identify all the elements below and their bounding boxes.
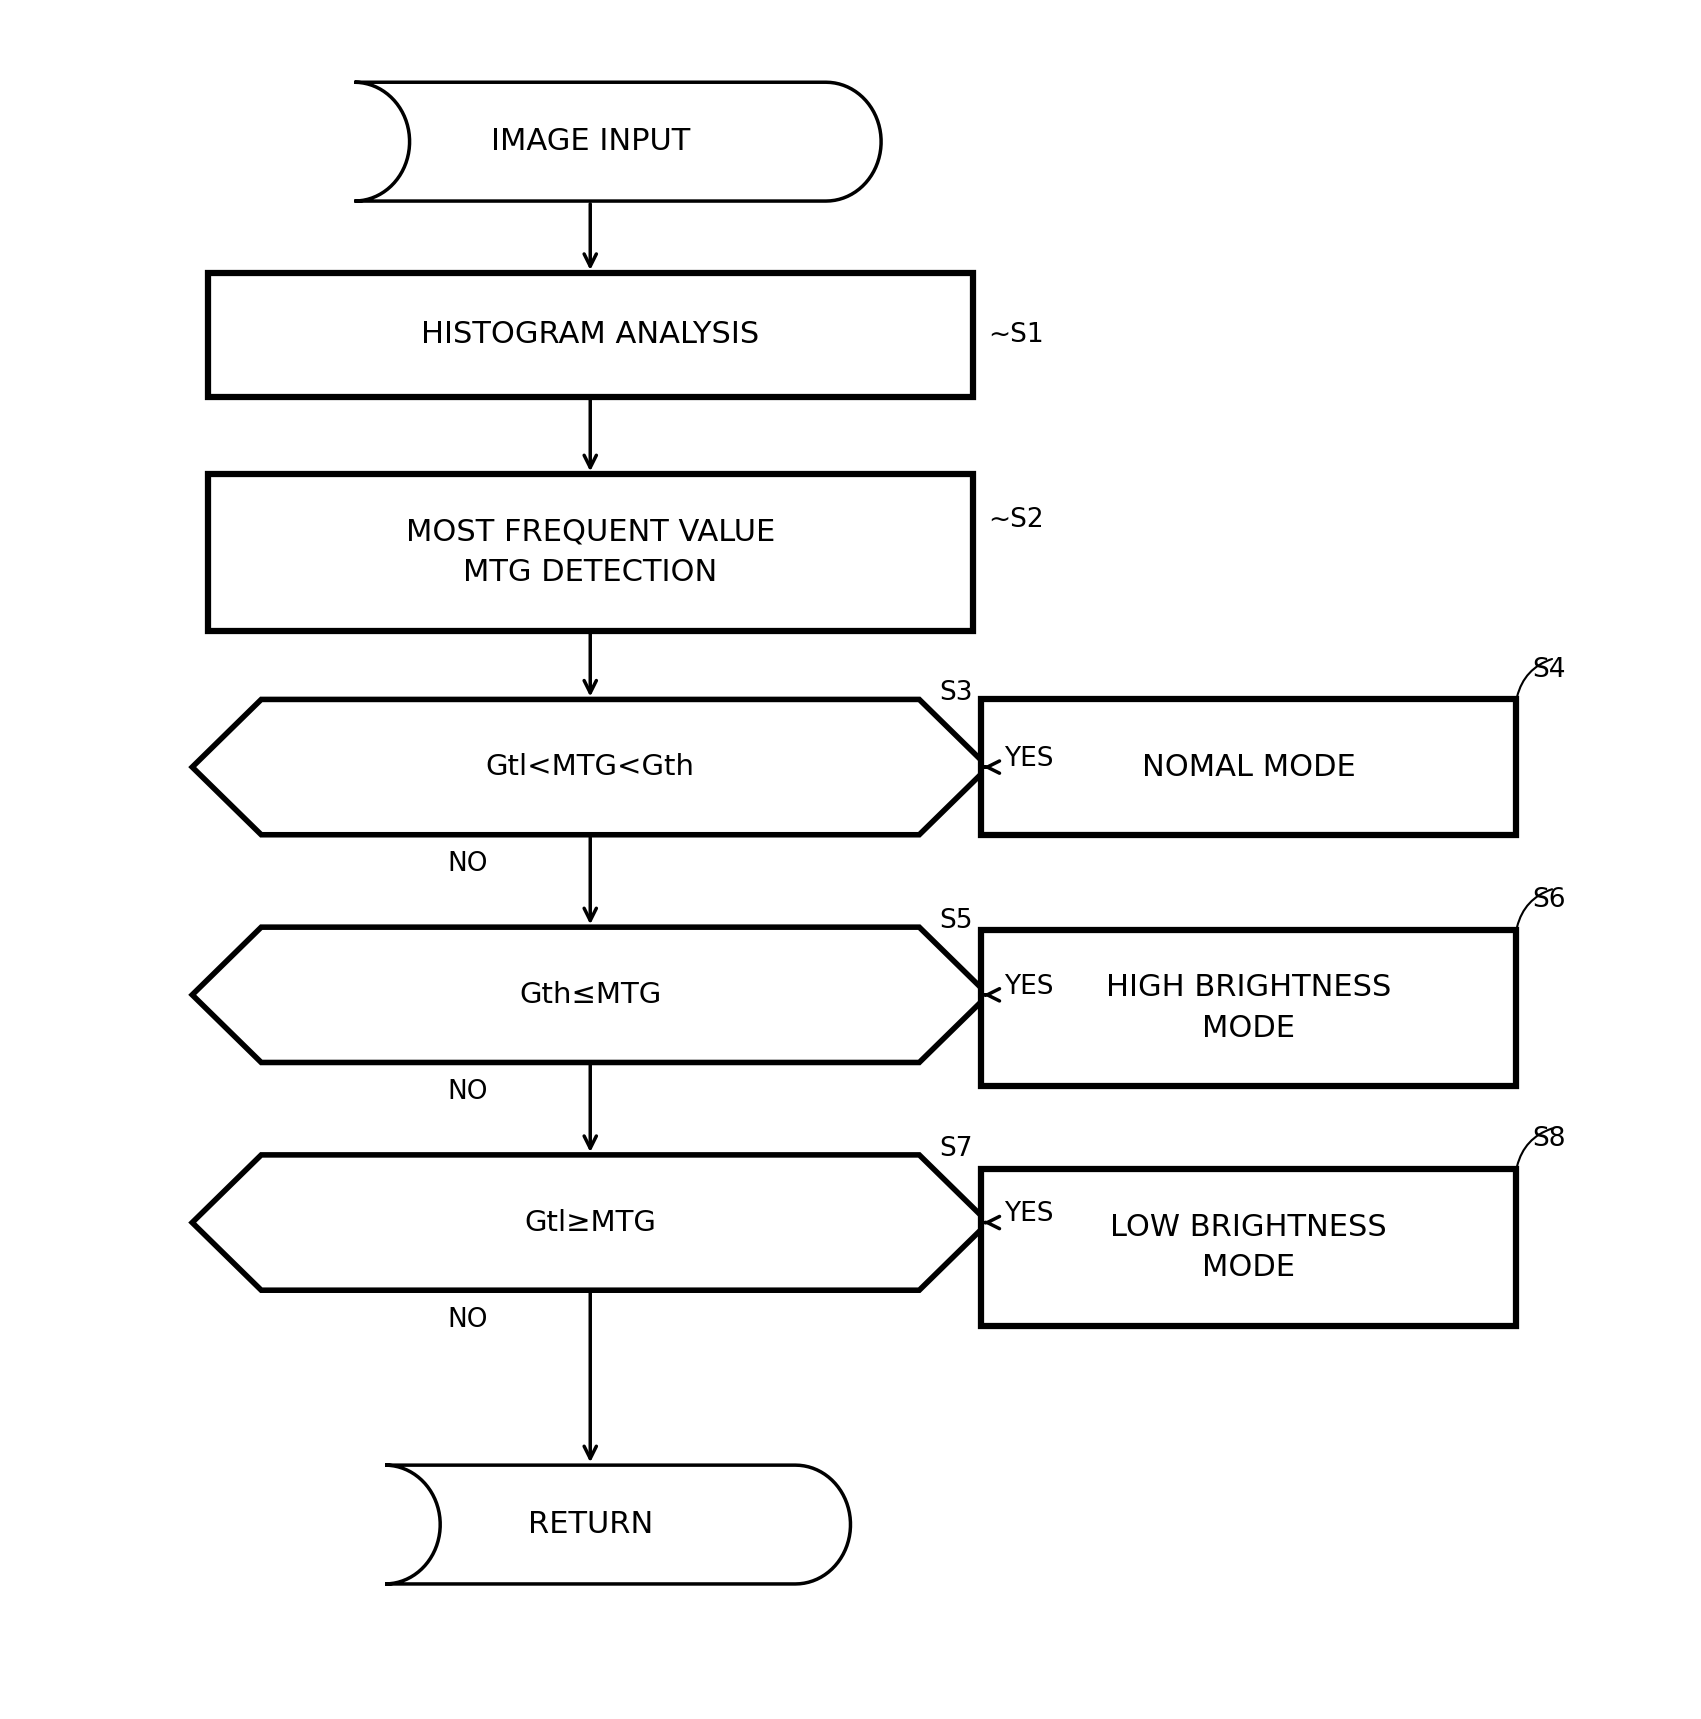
FancyBboxPatch shape bbox=[354, 83, 827, 201]
Text: YES: YES bbox=[1004, 973, 1053, 999]
Text: HIGH BRIGHTNESS
MODE: HIGH BRIGHTNESS MODE bbox=[1106, 973, 1391, 1043]
Bar bbox=[980, 930, 1517, 1086]
Text: IMAGE INPUT: IMAGE INPUT bbox=[490, 127, 691, 156]
Text: MOST FREQUENT VALUE
MTG DETECTION: MOST FREQUENT VALUE MTG DETECTION bbox=[405, 517, 776, 588]
Polygon shape bbox=[192, 700, 988, 835]
Bar bbox=[980, 1169, 1517, 1325]
Text: S4: S4 bbox=[1531, 657, 1565, 682]
Text: Gtl≥MTG: Gtl≥MTG bbox=[524, 1208, 657, 1236]
Bar bbox=[980, 700, 1517, 835]
Text: LOW BRIGHTNESS
MODE: LOW BRIGHTNESS MODE bbox=[1111, 1212, 1386, 1282]
Text: S6: S6 bbox=[1531, 887, 1565, 913]
Text: NO: NO bbox=[447, 1080, 488, 1105]
Polygon shape bbox=[354, 83, 881, 201]
Text: S3: S3 bbox=[939, 681, 973, 707]
Text: ∼S1: ∼S1 bbox=[988, 321, 1044, 347]
Text: NO: NO bbox=[447, 851, 488, 877]
Text: YES: YES bbox=[1004, 1202, 1053, 1227]
Text: HISTOGRAM ANALYSIS: HISTOGRAM ANALYSIS bbox=[422, 320, 759, 349]
Text: S5: S5 bbox=[939, 908, 973, 933]
Text: S7: S7 bbox=[939, 1136, 973, 1162]
Text: NOMAL MODE: NOMAL MODE bbox=[1141, 753, 1356, 782]
Polygon shape bbox=[192, 1155, 988, 1291]
Polygon shape bbox=[192, 927, 988, 1062]
Bar bbox=[208, 273, 973, 397]
Text: Gth≤MTG: Gth≤MTG bbox=[519, 982, 662, 1009]
Text: NO: NO bbox=[447, 1306, 488, 1332]
FancyBboxPatch shape bbox=[384, 1465, 796, 1583]
Text: Gtl<MTG<Gth: Gtl<MTG<Gth bbox=[486, 753, 694, 780]
Text: YES: YES bbox=[1004, 746, 1053, 772]
Text: ∼S2: ∼S2 bbox=[988, 507, 1044, 533]
Text: RETURN: RETURN bbox=[527, 1509, 653, 1539]
Text: S8: S8 bbox=[1531, 1126, 1565, 1152]
Polygon shape bbox=[384, 1465, 850, 1583]
Bar bbox=[208, 474, 973, 631]
